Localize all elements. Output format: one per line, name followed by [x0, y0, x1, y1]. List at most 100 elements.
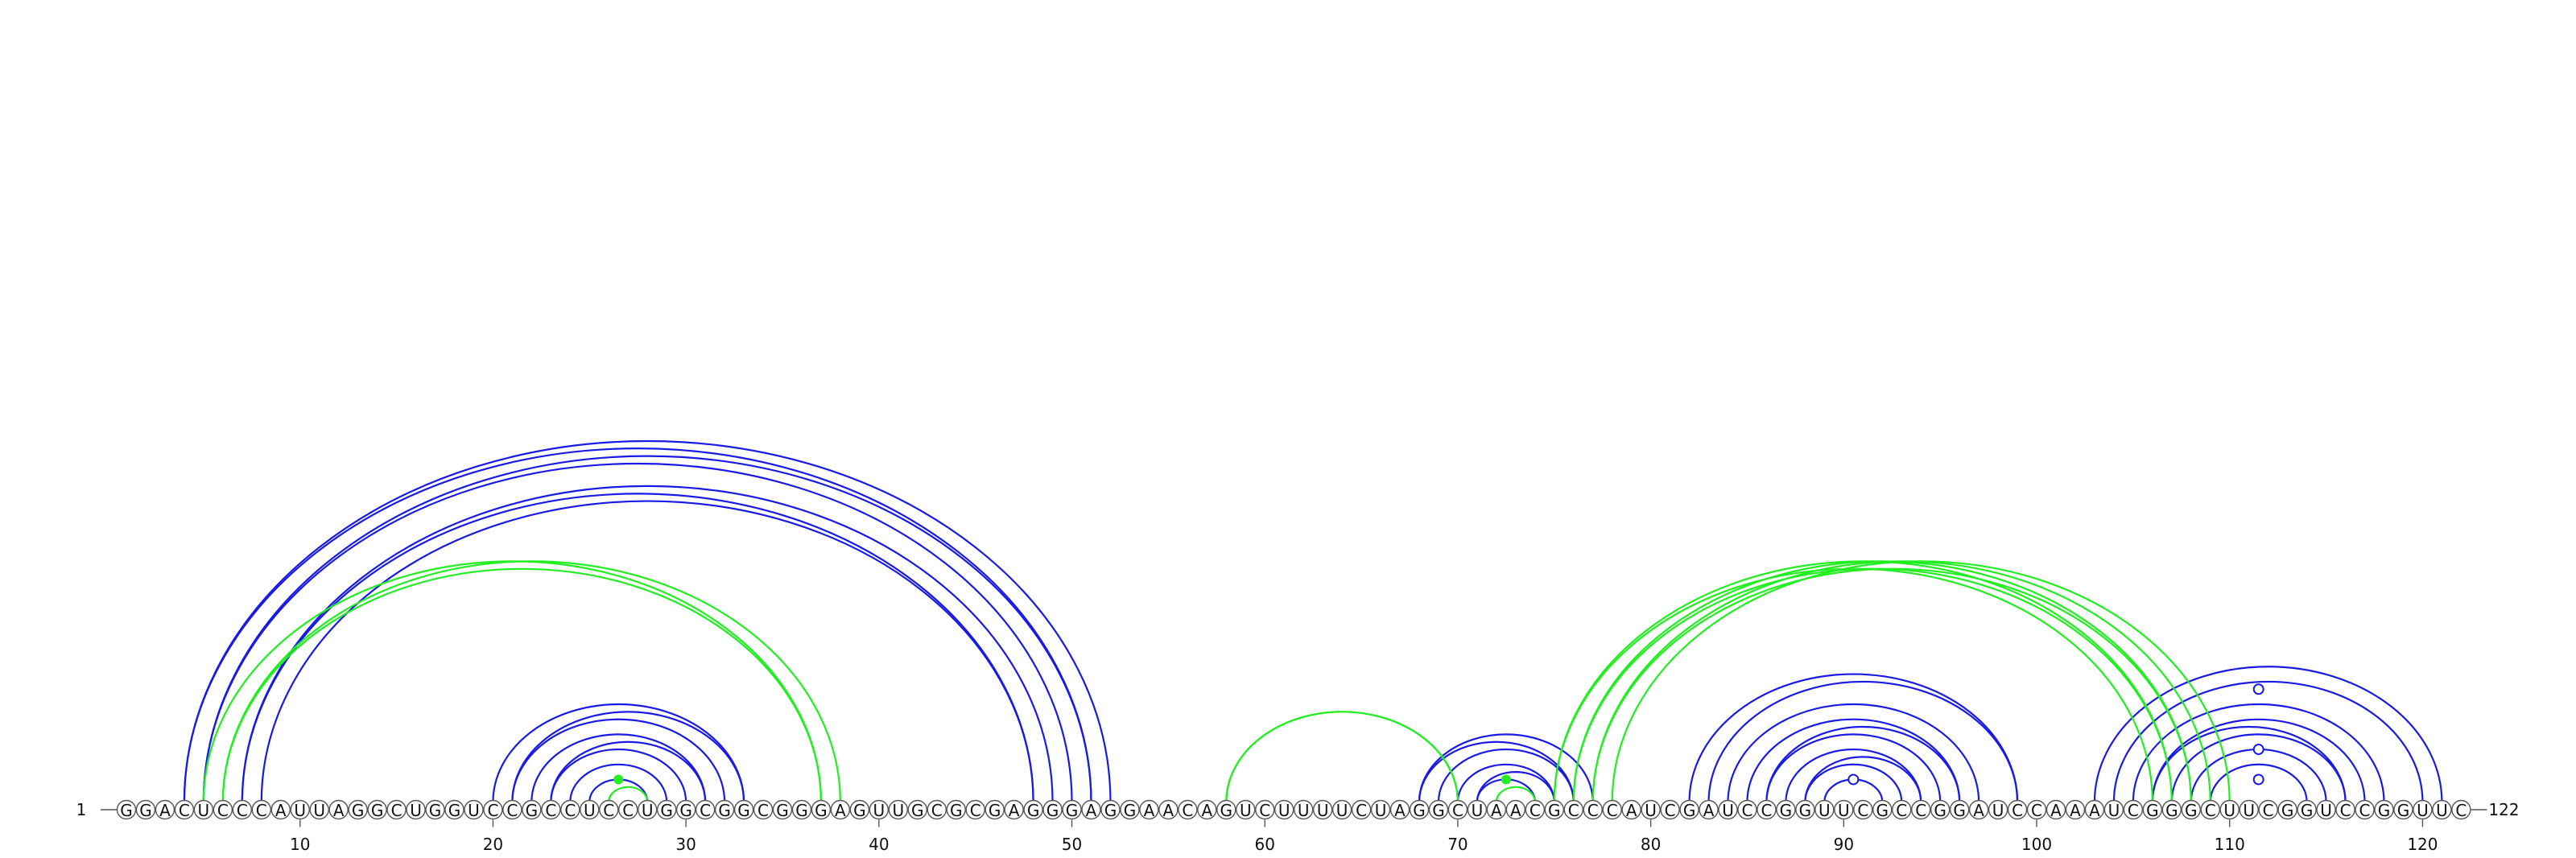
- blue-pair-arc: [2153, 720, 2365, 802]
- nucleotide-letter: C: [1607, 801, 1618, 820]
- nucleotide-letter: U: [294, 801, 306, 820]
- blue-pair-arc: [204, 456, 1092, 802]
- nucleotide: C: [2452, 801, 2471, 821]
- nucleotide: A: [1005, 801, 1023, 821]
- nucleotide: G: [2162, 801, 2181, 821]
- nucleotide-letter: A: [333, 801, 345, 820]
- axis-tick-label: 40: [869, 835, 889, 854]
- nucleotide-letter: U: [1722, 801, 1734, 820]
- nucleotide: G: [1063, 801, 1081, 821]
- nucleotide: A: [831, 801, 849, 821]
- nucleotide: G: [349, 801, 367, 821]
- nucleotide: C: [1583, 801, 1602, 821]
- nucleotide: A: [1140, 801, 1158, 821]
- nucleotide-letter: G: [139, 801, 152, 820]
- nucleotide: G: [908, 801, 927, 821]
- nucleotide-letter: U: [584, 801, 596, 820]
- nucleotide: U: [2104, 801, 2123, 821]
- nucleotide-letter: A: [1510, 801, 1521, 820]
- blue-pair-arc: [242, 493, 1034, 802]
- nucleotide-letter: G: [2378, 801, 2391, 820]
- nucleotide: U: [291, 801, 309, 821]
- nucleotide: G: [1410, 801, 1428, 821]
- axis-tick-label: 80: [1641, 835, 1661, 854]
- blue-pair-arc: [1419, 742, 1574, 802]
- nucleotide-letter: C: [2359, 801, 2371, 820]
- nucleotide: U: [194, 801, 213, 821]
- nucleotide-letter: G: [1027, 801, 1040, 820]
- green-pair-arc: [1554, 569, 2153, 802]
- nucleotide-letter: C: [545, 801, 556, 820]
- nucleotide: C: [2124, 801, 2142, 821]
- nucleotide-letter: C: [1182, 801, 1193, 820]
- nucleotide: C: [503, 801, 522, 821]
- nucleotide-letter: C: [217, 801, 229, 820]
- blue-pair-arc: [512, 712, 744, 802]
- green-pair-arc: [1226, 712, 1458, 802]
- nucleotide: A: [1506, 801, 1525, 821]
- green-marker-dot: [613, 774, 623, 784]
- nucleotide: A: [2047, 801, 2066, 821]
- nucleotide: U: [1835, 801, 1853, 821]
- nucleotide-letter: G: [1124, 801, 1137, 820]
- nucleotide: A: [1699, 801, 1718, 821]
- nucleotide: C: [1893, 801, 1911, 821]
- nucleotide: G: [2143, 801, 2161, 821]
- green-pair-arc: [1612, 561, 2230, 802]
- nucleotide-letter: G: [1953, 801, 1966, 820]
- nucleotide: U: [2433, 801, 2451, 821]
- nucleotide: U: [1275, 801, 1294, 821]
- nucleotide-letter: U: [1298, 801, 1310, 820]
- nucleotide: C: [2336, 801, 2355, 821]
- nucleotide-letter: C: [2128, 801, 2139, 820]
- nucleotide-letter: G: [2281, 801, 2294, 820]
- nucleotide: G: [2394, 801, 2413, 821]
- nucleotide-letter: G: [1046, 801, 1059, 820]
- nucleotide-letter: G: [660, 801, 673, 820]
- nucleotide-letter: C: [931, 801, 943, 820]
- blue-pair-arc: [262, 501, 1034, 802]
- nucleotide-sequence: GGACUCCCAUUAGGCUGGUCCGCCUCCUGGCGGCGGGAGU…: [118, 801, 2471, 821]
- sequence-end-label: 122: [2488, 800, 2519, 819]
- nucleotide: C: [2028, 801, 2046, 821]
- nucleotide-letter: G: [1220, 801, 1233, 820]
- nucleotide: C: [754, 801, 773, 821]
- blue-pair-arc: [1805, 757, 1921, 802]
- nucleotide-letter: C: [1741, 801, 1752, 820]
- nucleotide: C: [1661, 801, 1679, 821]
- nucleotide: C: [966, 801, 985, 821]
- nucleotide: G: [368, 801, 386, 821]
- nucleotide-letter: U: [2108, 801, 2120, 820]
- nucleotide: U: [2317, 801, 2335, 821]
- nucleotide-letter: U: [873, 801, 886, 820]
- nucleotide: G: [792, 801, 811, 821]
- nucleotide-letter: C: [700, 801, 711, 820]
- nucleotide-letter: C: [2455, 801, 2467, 820]
- nucleotide-letter: G: [120, 801, 133, 820]
- nucleotide-letter: U: [410, 801, 422, 820]
- nucleotide-letter: C: [391, 801, 402, 820]
- nucleotide: A: [271, 801, 290, 821]
- nucleotide: U: [1372, 801, 1390, 821]
- open-marker-dot: [2254, 745, 2264, 754]
- axis-tick-label: 10: [290, 835, 310, 854]
- nucleotide-letter: C: [758, 801, 769, 820]
- nucleotide-letter: G: [815, 801, 828, 820]
- nucleotide: U: [1719, 801, 1737, 821]
- nucleotide: G: [985, 801, 1004, 821]
- nucleotide: C: [175, 801, 193, 821]
- position-axis: 10 20 30 40 50 60 70 80 90 100 110 120: [290, 820, 2438, 855]
- nucleotide-letter: C: [1857, 801, 1868, 820]
- nucleotide: U: [1236, 801, 1255, 821]
- nucleotide: U: [2220, 801, 2239, 821]
- nucleotide-letter: C: [2205, 801, 2216, 820]
- green-pair-arc: [1574, 561, 2191, 802]
- nucleotide: G: [947, 801, 965, 821]
- nucleotide: C: [1256, 801, 1274, 821]
- nucleotide-letter: G: [679, 801, 692, 820]
- nucleotide: A: [329, 801, 348, 821]
- nucleotide: G: [1777, 801, 1795, 821]
- axis-tick-label: 30: [675, 835, 696, 854]
- open-marker-dot: [2254, 684, 2264, 694]
- nucleotide: C: [1352, 801, 1371, 821]
